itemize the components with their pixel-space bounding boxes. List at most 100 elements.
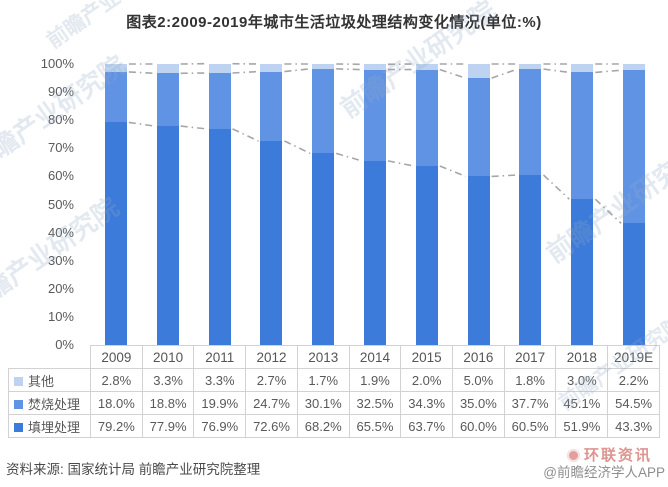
value-cell: 30.1%	[296, 391, 350, 415]
bar-segment-fenshao	[364, 69, 386, 161]
bar-segment-qita	[260, 64, 283, 72]
bar-segment-fenshao	[208, 73, 231, 129]
value-cell: 32.5%	[348, 391, 402, 415]
value-cell: 77.9%	[141, 414, 195, 438]
y-axis: 0% 10% 20% 30% 40% 50% 60% 70% 80% 90% 100%	[0, 56, 82, 352]
y-axis-tick-label: 50%	[47, 196, 74, 212]
value-cell: 35.0%	[452, 391, 505, 415]
bar-segment-tianmai	[208, 128, 231, 345]
bar-segment-qita	[415, 64, 438, 70]
bar-segment-tianmai	[571, 199, 594, 345]
value-cell: 5.0%	[452, 368, 505, 392]
value-cell: 3.3%	[193, 368, 247, 392]
legend-cell-qita: 其他	[8, 368, 91, 392]
bar-segment-qita	[312, 64, 335, 69]
bar-segment-qita	[623, 64, 646, 71]
bar-segment-qita	[571, 64, 594, 73]
year-header: 2014	[348, 345, 402, 369]
brand-logo-icon	[566, 449, 580, 462]
brand-watermark: 环联资讯	[566, 444, 652, 465]
bar-segment-tianmai	[467, 176, 490, 345]
value-cell: 68.2%	[296, 414, 350, 438]
bar-segment-tianmai	[260, 141, 283, 345]
y-axis-tick-label: 80%	[47, 112, 74, 128]
bar-segment-fenshao	[415, 69, 438, 167]
value-cell: 2.2%	[607, 368, 660, 392]
bar-segment-fenshao	[156, 73, 179, 127]
bar-segment-qita	[364, 64, 386, 70]
year-header: 2018	[555, 345, 609, 369]
bar-segment-fenshao	[104, 71, 127, 123]
bar-segment-tianmai	[156, 126, 179, 345]
value-cell: 18.8%	[141, 391, 195, 415]
value-cell: 51.9%	[555, 414, 609, 438]
legend-label: 填埋处理	[28, 419, 81, 435]
value-cell: 2.0%	[400, 368, 454, 392]
value-cell: 24.7%	[245, 391, 298, 415]
value-cell: 3.0%	[555, 368, 609, 392]
legend-swatch	[14, 399, 23, 409]
y-axis-tick-label: 100%	[40, 56, 74, 71]
legend-swatch	[14, 422, 23, 432]
year-header: 2010	[141, 345, 195, 369]
y-axis-tick-label: 40%	[47, 224, 74, 240]
y-axis-tick-label: 20%	[47, 280, 74, 296]
bar-segment-fenshao	[467, 78, 490, 177]
table-corner-cell	[9, 346, 91, 369]
bar-segment-qita	[104, 64, 127, 72]
bar-segment-fenshao	[571, 72, 594, 200]
bar-segment-fenshao	[260, 71, 283, 141]
value-cell: 2.8%	[90, 368, 143, 392]
value-cell: 54.5%	[607, 391, 660, 415]
bar-segment-tianmai	[623, 223, 646, 345]
year-header: 2016	[452, 345, 505, 369]
year-header: 2017	[503, 345, 557, 369]
value-cell: 45.1%	[555, 391, 609, 415]
value-cell: 63.7%	[400, 414, 454, 438]
table-row-qita: 其他 2.8% 3.3% 3.3% 2.7% 1.7% 1.9% 2.0% 5.0% 1.8% 3.…	[8, 368, 660, 392]
year-header: 2015	[400, 345, 454, 369]
y-axis-tick-label: 30%	[47, 252, 74, 268]
value-cell: 1.7%	[296, 368, 350, 392]
bar-segment-tianmai	[519, 175, 542, 345]
app-handle: @前瞻经济学人APP	[543, 465, 665, 480]
bar-segment-qita	[208, 63, 231, 73]
bar-segment-qita	[156, 64, 179, 74]
legend-cell-tianmai: 填埋处理	[8, 414, 91, 438]
brand-watermark-text: 环联资讯	[583, 447, 652, 464]
year-header: 2011	[193, 345, 247, 369]
year-header: 2009	[90, 345, 143, 369]
value-cell: 79.2%	[90, 414, 143, 438]
legend-cell-fenshao: 焚烧处理	[8, 391, 91, 415]
bar-segment-tianmai	[364, 160, 386, 345]
legend-label: 焚烧处理	[28, 396, 81, 412]
y-axis-tick-label: 10%	[47, 308, 74, 324]
value-cell: 60.5%	[503, 414, 557, 438]
bar-segment-qita	[467, 64, 490, 79]
table-row-tianmai: 填埋处理 79.2% 77.9% 76.9% 72.6% 68.2% 65.5% 63.7% 6…	[8, 414, 660, 438]
value-cell: 34.3%	[400, 391, 454, 415]
bar-segment-fenshao	[623, 70, 646, 224]
value-cell: 65.5%	[348, 414, 402, 438]
source-note: 资料来源: 国家统计局 前瞻产业研究院整理	[6, 462, 261, 477]
y-axis-tick-label: 0%	[55, 337, 74, 352]
value-cell: 19.9%	[193, 391, 247, 415]
table-header-row: 2009 2010 2011 2012 2013 2014 2015 2016 2017 2018…	[9, 345, 660, 369]
bar-segment-fenshao	[519, 69, 542, 175]
legend-swatch	[14, 376, 23, 386]
bar-segment-tianmai	[415, 166, 438, 345]
data-table: 2009 2010 2011 2012 2013 2014 2015 2016 2017 2018…	[8, 345, 660, 438]
table-row-fenshao: 焚烧处理 18.0% 18.8% 19.9% 24.7% 30.1% 32.5% 34.3% 3…	[8, 391, 660, 415]
y-axis-tick-label: 90%	[47, 84, 74, 100]
value-cell: 18.0%	[90, 391, 143, 415]
value-cell: 1.8%	[503, 368, 557, 392]
value-cell: 72.6%	[245, 414, 298, 438]
bar-segment-qita	[519, 64, 542, 70]
year-header: 2012	[245, 345, 298, 369]
bar-segment-tianmai	[312, 153, 335, 345]
value-cell: 2.7%	[245, 368, 298, 392]
bar-segment-tianmai	[104, 122, 127, 345]
legend-label: 其他	[28, 373, 55, 389]
value-cell: 60.0%	[452, 414, 505, 438]
